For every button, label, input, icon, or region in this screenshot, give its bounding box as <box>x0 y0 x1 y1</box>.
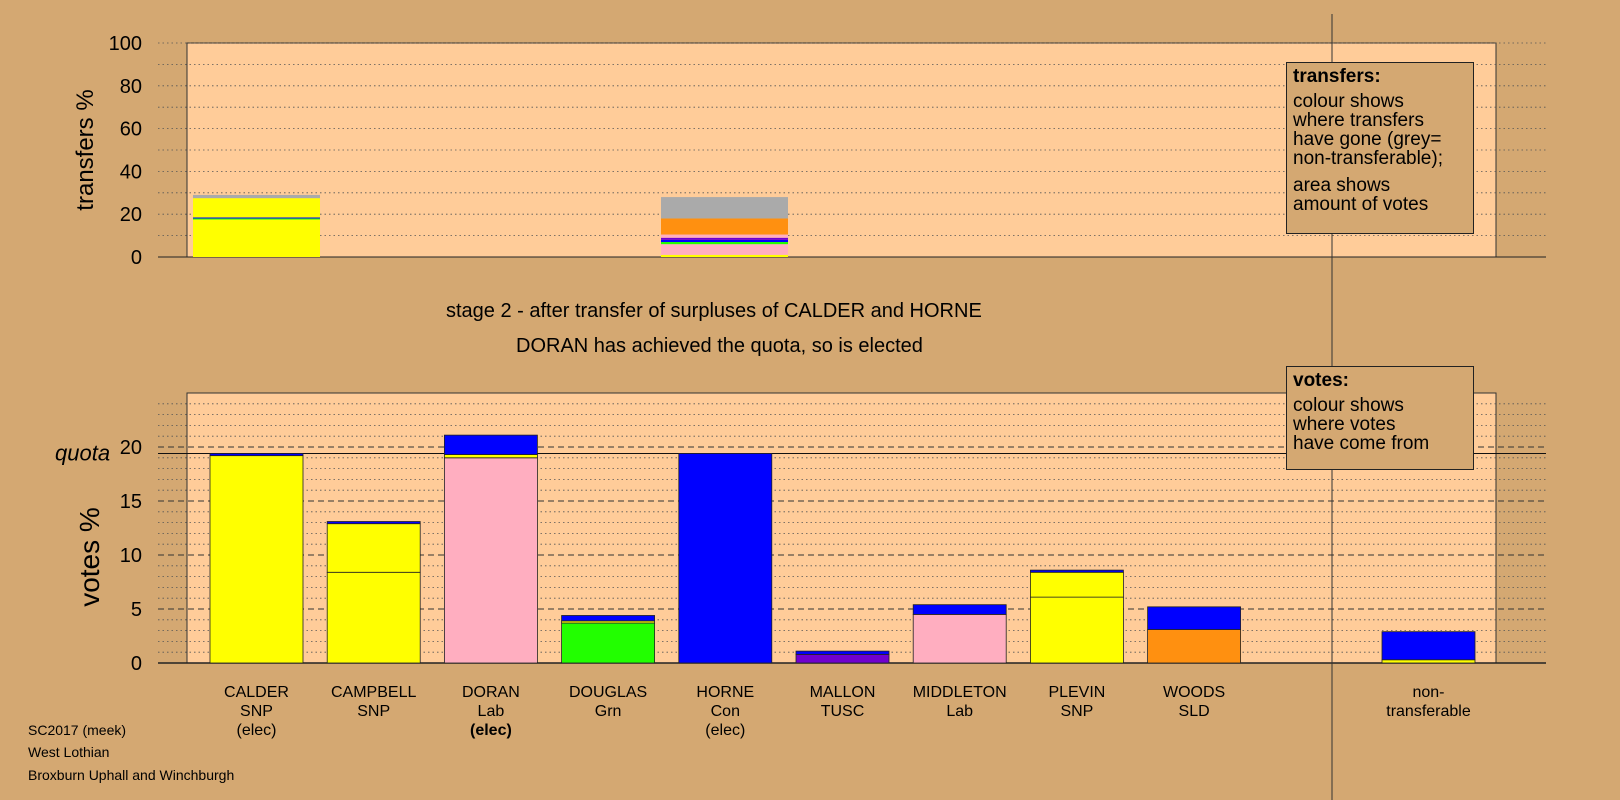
vote-segment <box>795 653 890 664</box>
transfers-legend-line: area shows <box>1293 175 1391 196</box>
votes-y-tick-label: 15 <box>120 491 142 513</box>
category-label-name: MIDDLETON <box>913 684 1007 701</box>
transfer-segment <box>661 239 788 243</box>
credit-method: SC2017 (meek) <box>28 722 127 738</box>
vote-segment <box>443 454 538 459</box>
category-label-name: HORNE <box>696 684 754 701</box>
votes-y-tick-label: 5 <box>131 599 142 621</box>
vote-segment <box>561 622 655 664</box>
transfer-segment <box>193 219 320 257</box>
votes-y-tick-label: 20 <box>120 437 142 459</box>
votes-legend-title: votes: <box>1293 370 1349 391</box>
transfer-segment <box>661 237 788 240</box>
transfers-legend-line: colour shows <box>1293 91 1404 112</box>
votes-legend-line: colour shows <box>1293 395 1404 416</box>
transfers-legend-line: have gone (grey= <box>1293 129 1442 150</box>
category-label-party: TUSC <box>821 703 865 720</box>
category-label-party: Con <box>711 703 740 720</box>
category-label-name: DOUGLAS <box>569 684 647 701</box>
category-label-name: PLEVIN <box>1048 684 1105 701</box>
transfer-segment <box>661 218 788 235</box>
vote-segment <box>678 453 773 664</box>
transfers-legend-line: where transfers <box>1293 110 1424 131</box>
votes-y-tick-label: 0 <box>131 653 142 675</box>
transfer-segment <box>661 242 788 245</box>
category-label-party: SNP <box>357 703 390 720</box>
transfers-legend-line: non-transferable); <box>1293 148 1443 169</box>
category-label-party: Grn <box>595 703 622 720</box>
category-label-name: WOODS <box>1163 684 1225 701</box>
vote-segment <box>326 523 421 573</box>
category-label-party: Lab <box>478 703 505 720</box>
vote-segment <box>1147 629 1241 664</box>
credit-council: West Lothian <box>28 744 110 760</box>
category-label-party: transferable <box>1386 703 1471 720</box>
vote-segment <box>912 614 1007 664</box>
transfers-y-tick-label: 60 <box>120 119 142 141</box>
transfer-segment <box>661 244 788 255</box>
stage-title: stage 2 - after transfer of surpluses of… <box>446 300 982 322</box>
vote-segment <box>443 434 538 455</box>
category-label-name: DORAN <box>462 684 520 701</box>
transfer-segment <box>661 197 788 219</box>
category-label-name: non- <box>1412 684 1444 701</box>
vote-segment <box>1147 606 1241 630</box>
vote-segment <box>561 615 655 622</box>
transfers-y-tick-label: 80 <box>120 76 142 98</box>
category-label-party: SLD <box>1179 703 1210 720</box>
transfers-y-tick-label: 20 <box>120 204 142 226</box>
category-label-party: SNP <box>1060 703 1093 720</box>
category-label-party: SNP <box>240 703 273 720</box>
transfer-segment <box>193 194 320 199</box>
votes-y-tick-label: 10 <box>120 545 142 567</box>
category-label-party: Lab <box>946 703 973 720</box>
transfers-y-tick-label: 40 <box>120 161 142 183</box>
transfers-y-tick-label: 0 <box>131 247 142 269</box>
votes-legend: votes: colour shows where votes have com… <box>1286 366 1474 470</box>
vote-segment <box>443 457 538 664</box>
transfers-y-axis-label: transfers % <box>72 89 99 210</box>
transfer-segment <box>661 234 788 238</box>
category-label-status: (elec) <box>470 722 512 739</box>
category-label-name: CAMPBELL <box>331 684 416 701</box>
vote-segment <box>1030 571 1124 598</box>
transfers-legend-line: amount of votes <box>1293 194 1429 215</box>
vote-segment <box>1030 596 1124 664</box>
vote-segment <box>209 455 304 664</box>
transfers-plot-area <box>186 42 1497 258</box>
transfers-legend-title: transfers: <box>1293 66 1381 87</box>
transfer-segment <box>193 217 320 219</box>
elected-note: DORAN has achieved the quota, so is elec… <box>516 335 923 357</box>
category-label-status: (elec) <box>236 722 276 739</box>
quota-label: quota <box>55 440 110 465</box>
vote-segment <box>912 604 1007 615</box>
vote-segment <box>795 650 890 655</box>
transfer-segment <box>193 198 320 218</box>
category-label-name: MALLON <box>810 684 876 701</box>
category-label-name: CALDER <box>224 684 289 701</box>
vote-segment <box>1381 631 1476 661</box>
vote-segment <box>326 571 421 664</box>
votes-legend-line: have come from <box>1293 433 1430 454</box>
transfers-legend: transfers: colour shows where transfers … <box>1286 62 1474 234</box>
vote-segment <box>209 453 304 457</box>
vote-segment <box>1030 569 1124 573</box>
credit-ward: Broxburn Uphall and Winchburgh <box>28 767 235 783</box>
votes-legend-line: where votes <box>1293 414 1396 435</box>
transfer-segment <box>193 218 320 220</box>
transfers-y-tick-label: 100 <box>109 33 142 55</box>
vote-segment <box>1381 659 1476 664</box>
transfer-segment <box>661 254 788 257</box>
vote-segment <box>326 521 421 525</box>
votes-y-axis-label: votes % <box>74 507 105 607</box>
category-label-status: (elec) <box>705 722 745 739</box>
